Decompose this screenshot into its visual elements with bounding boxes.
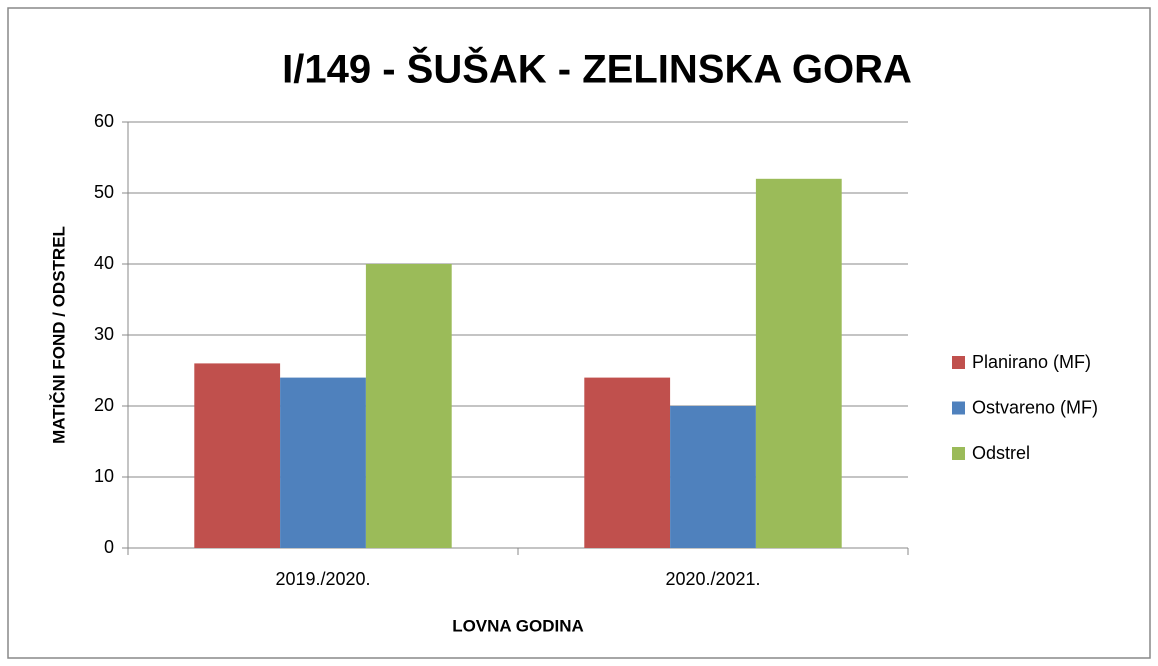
bar bbox=[755, 178, 842, 549]
bar bbox=[280, 377, 366, 548]
y-axis-title: MATIČNI FOND / ODSTREL bbox=[49, 226, 68, 444]
bar bbox=[670, 406, 756, 548]
legend-swatch bbox=[952, 447, 965, 460]
y-tick-label: 50 bbox=[94, 182, 114, 202]
x-axis-title: LOVNA GODINA bbox=[452, 616, 584, 635]
legend-swatch bbox=[952, 356, 965, 369]
x-tick-label: 2019./2020. bbox=[275, 569, 370, 589]
y-tick-label: 40 bbox=[94, 253, 114, 273]
y-tick-label: 30 bbox=[94, 324, 114, 344]
chart-border bbox=[7, 7, 1151, 659]
legend-label: Ostvareno (MF) bbox=[972, 397, 1098, 417]
chart-title: I/149 - ŠUŠAK - ZELINSKA GORA bbox=[282, 46, 912, 92]
legend-swatch bbox=[952, 401, 965, 415]
y-tick-label: 10 bbox=[94, 466, 114, 486]
y-tick-label: 0 bbox=[104, 537, 114, 557]
bar bbox=[584, 377, 671, 548]
legend-label: Planirano (MF) bbox=[972, 352, 1091, 372]
bar bbox=[194, 363, 281, 548]
bar bbox=[365, 264, 452, 548]
x-tick-label: 2020./2021. bbox=[665, 569, 760, 589]
legend-label: Odstrel bbox=[972, 443, 1030, 463]
y-tick-label: 60 bbox=[94, 111, 114, 131]
y-tick-label: 20 bbox=[94, 395, 114, 415]
